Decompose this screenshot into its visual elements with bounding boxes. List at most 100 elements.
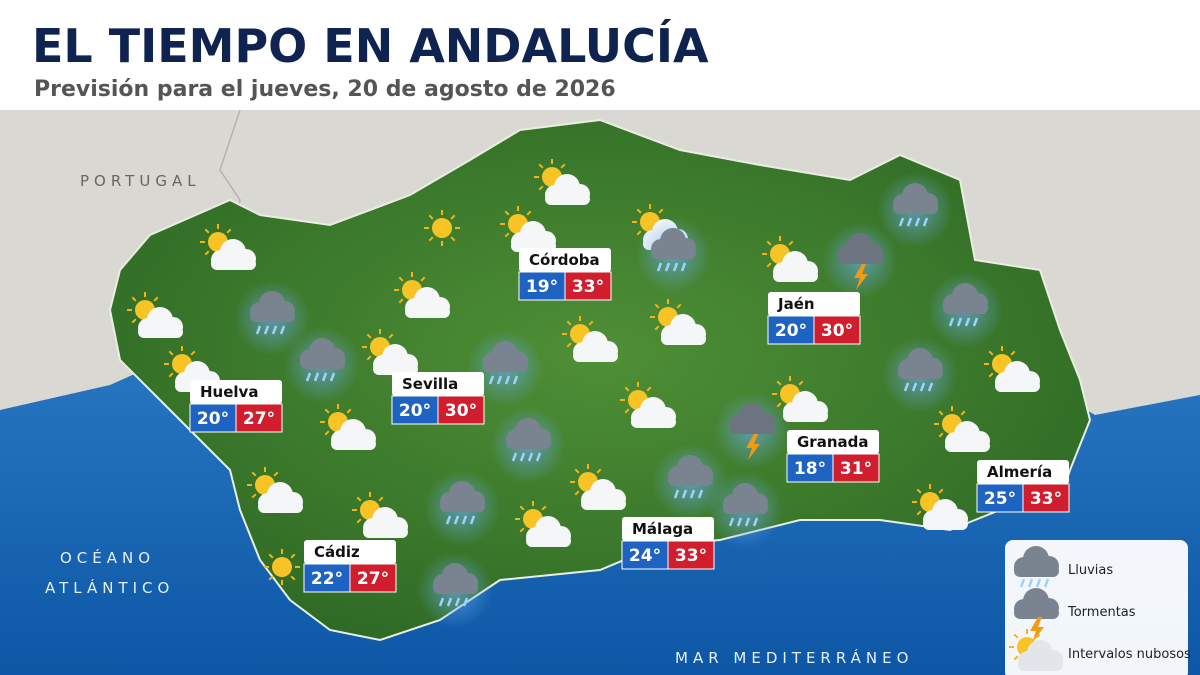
sun-ray <box>268 575 274 581</box>
min-temp-box <box>976 483 1024 513</box>
sun-ray <box>538 163 544 169</box>
legend-icon <box>1014 546 1059 588</box>
cloud-part <box>783 410 828 422</box>
sun-ray <box>538 185 544 191</box>
cloud-part <box>545 193 590 205</box>
rain-drop <box>462 597 469 607</box>
sun-ray <box>190 350 196 356</box>
sun-ray <box>226 228 232 234</box>
sun-ray <box>428 214 434 220</box>
sea-label: MAR MEDITERRÁNEO <box>675 648 913 667</box>
sun-ray <box>366 333 372 339</box>
sun-ray <box>251 493 257 499</box>
sun-ray <box>574 468 580 474</box>
city-name: Huelva <box>200 383 258 401</box>
sun-ray <box>960 410 966 416</box>
sun-ray <box>204 250 210 256</box>
sun-ray <box>636 230 642 236</box>
rain-drop <box>446 597 453 607</box>
sun-ray <box>766 240 772 246</box>
sun-ray <box>378 496 384 502</box>
rain-drop <box>511 452 518 462</box>
rain-drop <box>911 382 918 392</box>
max-temp: 33° <box>572 277 604 297</box>
sun-ray <box>526 210 532 216</box>
rain-drop <box>313 372 320 382</box>
cloud-part <box>893 202 938 214</box>
rain-drop <box>438 597 445 607</box>
cloud-part <box>433 582 478 594</box>
sun-ray <box>251 471 257 477</box>
cloud-part <box>723 502 768 514</box>
subtitle: Previsión para el jueves, 20 de agosto d… <box>34 77 616 102</box>
cloud-part <box>661 333 706 345</box>
cloud-part <box>581 498 626 510</box>
min-temp-box <box>518 271 566 301</box>
max-temp-box <box>437 395 485 425</box>
rain-drop <box>736 517 743 527</box>
cloud-part <box>945 440 990 452</box>
sun-ray <box>204 228 210 234</box>
sun-ray <box>398 276 404 282</box>
rain-drop <box>535 452 542 462</box>
title: EL TIEMPO EN ANDALUCÍA <box>32 19 709 73</box>
sun-ray <box>504 232 510 238</box>
sea-label: OCÉANO <box>60 548 155 567</box>
sun-ray <box>1035 633 1041 639</box>
sun-ray <box>290 575 296 581</box>
max-temp: 33° <box>1030 489 1062 509</box>
min-temp: 20° <box>775 321 807 341</box>
cloud-part <box>506 437 551 449</box>
max-temp-box <box>667 540 715 570</box>
sea-label: ATLÁNTICO <box>45 578 174 597</box>
rain-drop <box>305 372 312 382</box>
cloud-part <box>573 350 618 362</box>
cloud-part <box>943 302 988 314</box>
max-temp: 30° <box>445 401 477 421</box>
sun-ray <box>624 386 630 392</box>
city-name-box <box>977 460 1069 484</box>
rain-drop <box>255 325 262 335</box>
min-temp-box <box>621 540 669 570</box>
city-name: Granada <box>797 433 869 451</box>
sun-ray <box>654 303 660 309</box>
min-temp: 22° <box>311 569 343 589</box>
sun-ray <box>658 208 664 214</box>
sun-ray <box>988 350 994 356</box>
sun-ray <box>168 372 174 378</box>
sun-ray <box>504 210 510 216</box>
rain-drop <box>964 317 971 327</box>
sun-ray <box>776 380 782 386</box>
sun-ray <box>624 408 630 414</box>
min-temp: 25° <box>984 489 1016 509</box>
sun-ray <box>541 505 547 511</box>
cloud-part <box>331 438 376 450</box>
rain-drop <box>948 317 955 327</box>
max-temp-box <box>813 315 861 345</box>
max-temp-box <box>564 271 612 301</box>
sun-ray <box>566 320 572 326</box>
rain-drop <box>279 325 286 335</box>
sun-ray <box>788 240 794 246</box>
cloud-part <box>1014 607 1059 619</box>
rain-drop <box>1043 578 1050 588</box>
sun-ray <box>519 527 525 533</box>
sun <box>272 557 292 577</box>
cloud-part <box>923 518 968 530</box>
rain-drop <box>898 217 905 227</box>
max-temp-box <box>832 453 880 483</box>
sun-ray <box>398 298 404 304</box>
rain-drop <box>672 262 679 272</box>
rain-drop <box>972 317 979 327</box>
legend-icon <box>1009 629 1063 671</box>
city-name-box <box>622 517 714 541</box>
rain-drop <box>664 262 671 272</box>
city-name: Málaga <box>632 520 693 538</box>
cloud-part <box>405 306 450 318</box>
rain-drop <box>453 515 460 525</box>
sun-ray <box>1010 350 1016 356</box>
sun-ray <box>324 430 330 436</box>
cloud-part <box>773 270 818 282</box>
city-name-box <box>190 380 282 404</box>
